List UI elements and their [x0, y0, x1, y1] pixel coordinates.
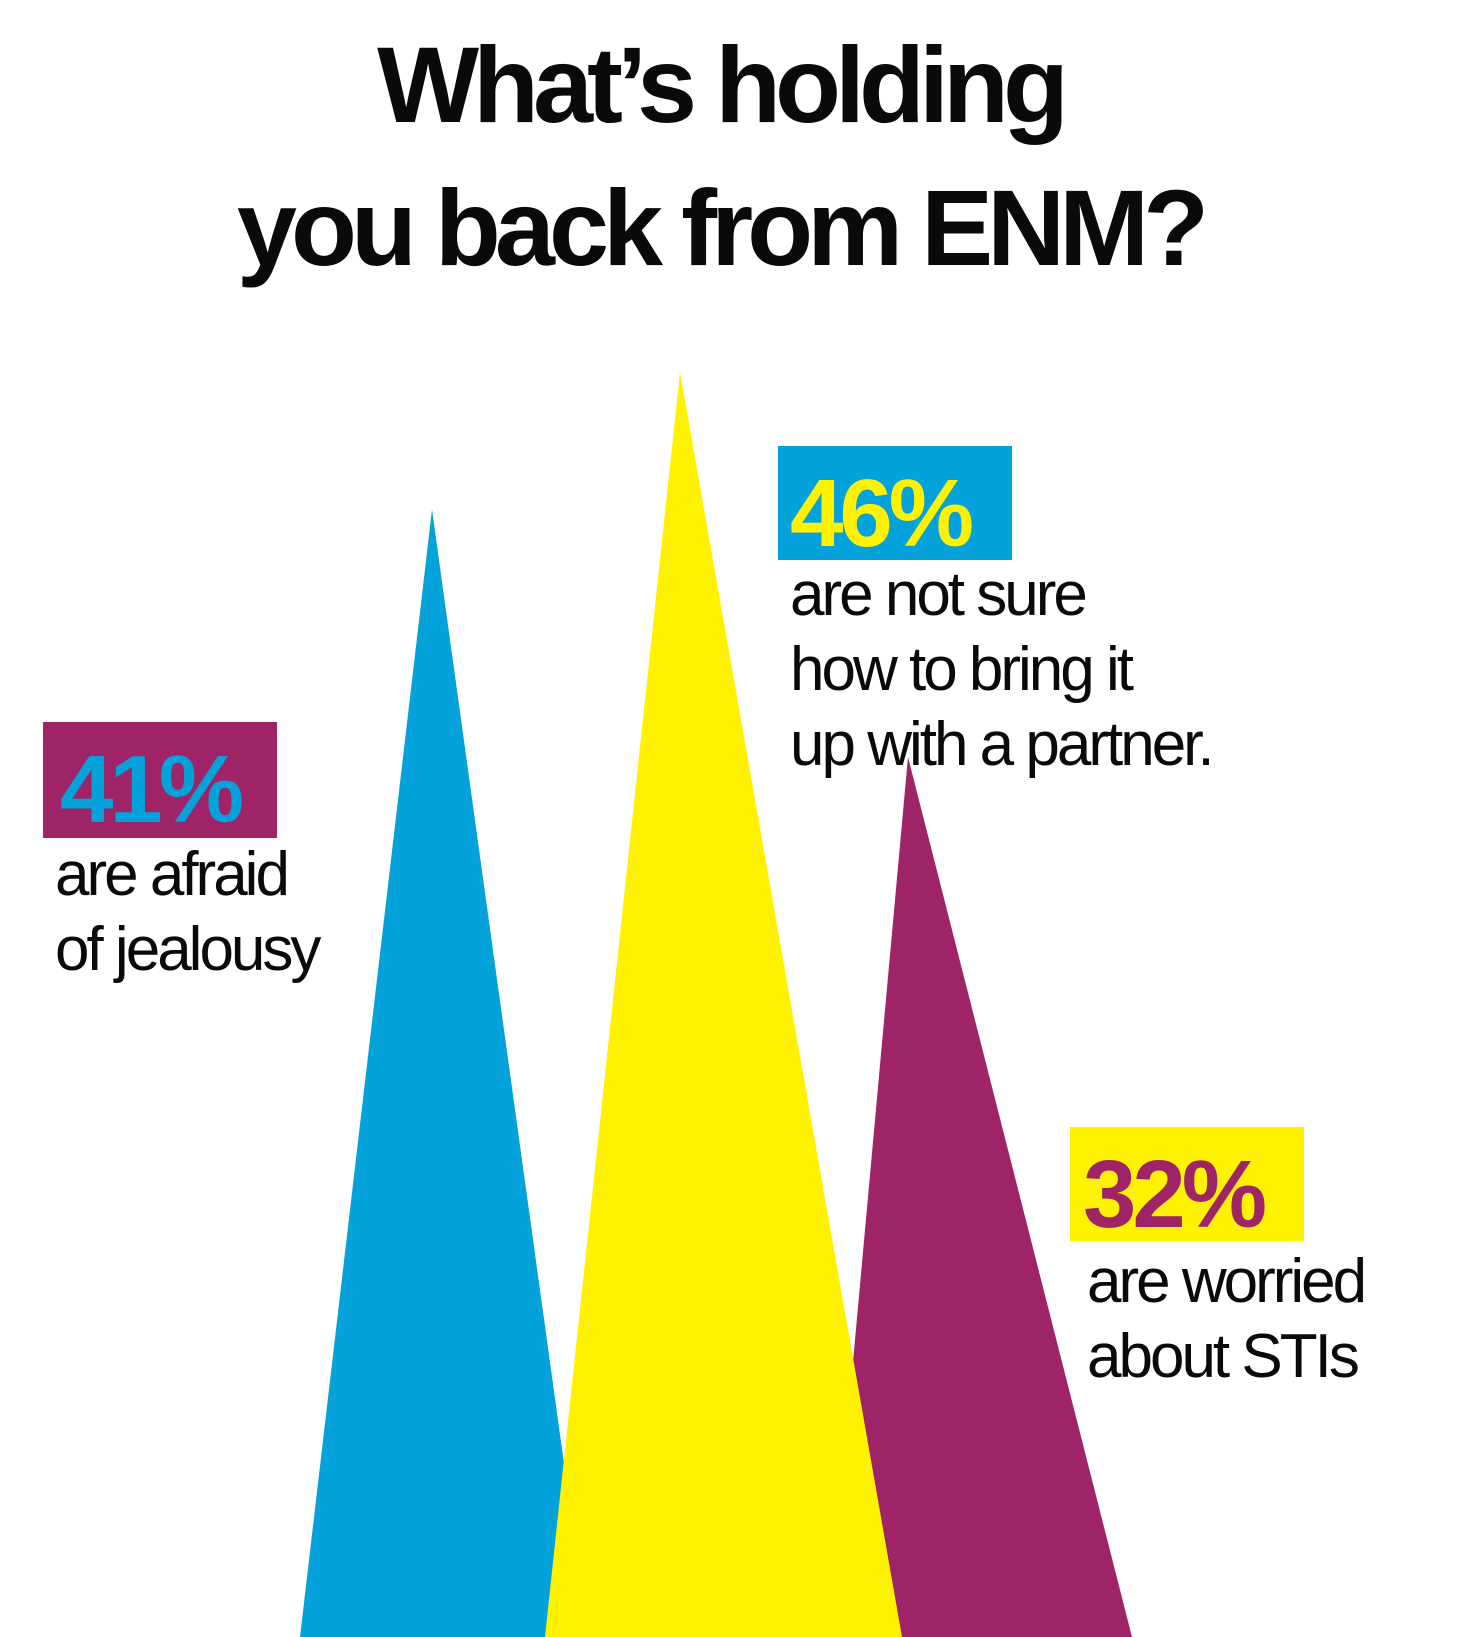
chart-title-line-2: you back from ENM?	[237, 167, 1203, 288]
description-stis-line-2: about STIs	[1087, 1322, 1358, 1391]
chart-title-line-1: What’s holding	[377, 24, 1063, 145]
value-box-jealousy	[43, 722, 277, 838]
description-bring-it-up-line-3: up with a partner.	[790, 710, 1212, 779]
peak-bring-it-up	[545, 372, 902, 1637]
value-label-jealousy: 41%	[60, 736, 242, 843]
value-label-stis: 32%	[1083, 1141, 1265, 1248]
description-stis-line-1: are worried	[1087, 1247, 1364, 1316]
description-bring-it-up-line-2: how to bring it	[790, 635, 1134, 704]
description-jealousy-line-2: of jealousy	[55, 915, 321, 984]
value-box-bring-it-up	[778, 446, 1012, 560]
value-label-bring-it-up: 46%	[790, 460, 972, 567]
value-box-stis	[1070, 1127, 1304, 1241]
peak-stis	[828, 757, 1132, 1637]
peak-jealousy	[300, 509, 588, 1637]
description-jealousy-line-1: are afraid	[55, 840, 287, 909]
description-bring-it-up-line-1: are not sure	[790, 560, 1085, 629]
